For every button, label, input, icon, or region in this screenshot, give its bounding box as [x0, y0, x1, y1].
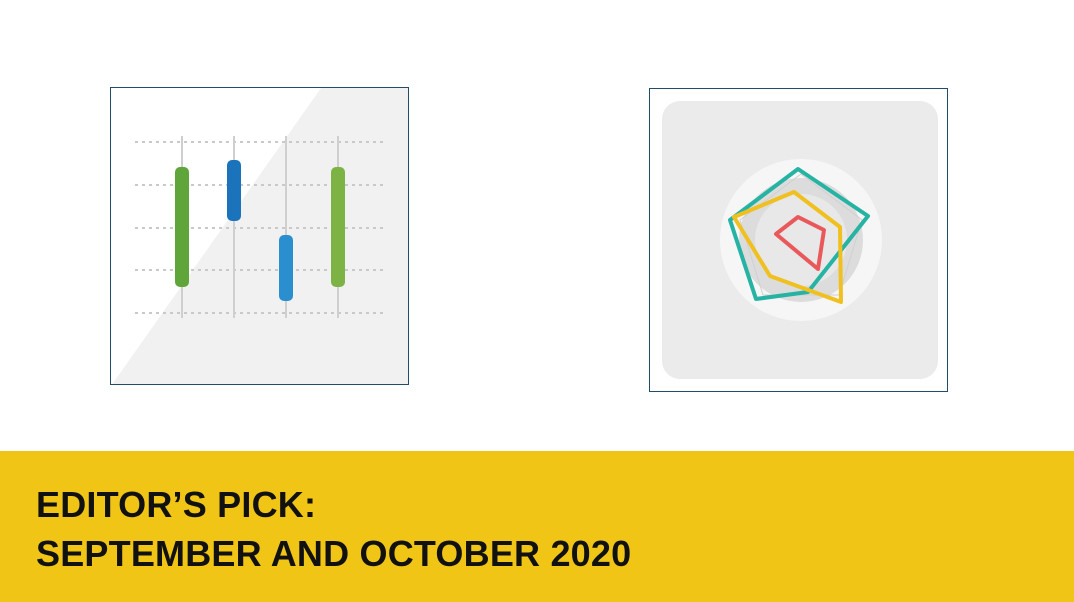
- candlestick-thumbnail[interactable]: [110, 87, 409, 385]
- banner-title: EDITOR’S PICK:: [36, 484, 317, 525]
- banner-subtitle: SEPTEMBER AND OCTOBER 2020: [36, 533, 632, 574]
- radar-thumbnail[interactable]: [649, 88, 948, 392]
- editors-pick-banner: EDITOR’S PICK: SEPTEMBER AND OCTOBER 202…: [0, 451, 1074, 602]
- radar-chart-icon: [662, 101, 938, 379]
- candlestick-chart-icon: [112, 88, 408, 384]
